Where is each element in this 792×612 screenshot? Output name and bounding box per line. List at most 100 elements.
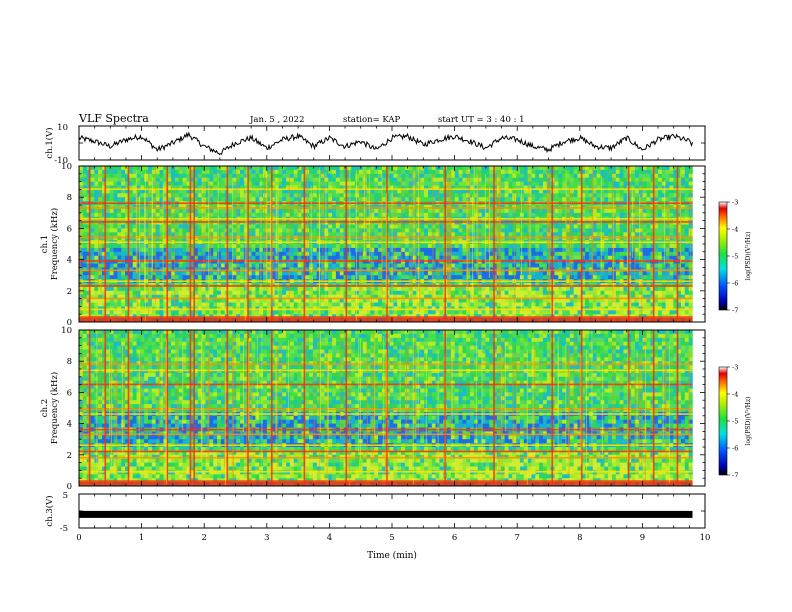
spectro-cell (523, 271, 528, 276)
spectro-cell (519, 205, 525, 210)
spectro-cell (236, 208, 241, 214)
spectro-cell (125, 181, 130, 186)
spectro-cell (435, 169, 440, 175)
spectro-cell (82, 251, 87, 256)
spectro-cell (539, 267, 544, 272)
spectro-cell (473, 251, 479, 256)
spectro-cell (301, 306, 306, 311)
spectro-cell (424, 255, 429, 260)
spectro-cell (94, 205, 99, 210)
spectro-cell (213, 310, 218, 315)
spectro-cell (282, 185, 287, 190)
spectro-cell (125, 208, 130, 214)
spectro-cell (243, 197, 248, 202)
spectro-cell (286, 177, 291, 182)
spectro-cell (401, 275, 406, 280)
spectro-cell (485, 169, 490, 175)
spectro-cell (194, 306, 199, 311)
spectro-cell (186, 169, 191, 175)
spectro-cell (121, 310, 126, 315)
spectro-cell (247, 255, 252, 260)
spectro-cell (328, 197, 333, 202)
spectro-cell (182, 244, 187, 249)
spectro-cell (128, 302, 133, 307)
spectro-cell (339, 244, 344, 249)
spectro-cell (178, 197, 183, 202)
spectro-cell (489, 286, 494, 292)
spectro-cell (420, 294, 425, 299)
spectro-cell (201, 306, 206, 311)
spectro-cell (255, 314, 260, 319)
spectro-cell (500, 224, 505, 229)
spectro-cell (113, 298, 118, 303)
spectro-cell (232, 263, 237, 268)
spectro-cell (427, 310, 433, 315)
spectro-cell (194, 197, 199, 202)
spectro-cell (155, 271, 160, 276)
spectro-cell (508, 166, 513, 171)
spectro-cell (213, 177, 218, 182)
spectro-cell (523, 181, 528, 186)
spectro-cell (197, 244, 202, 249)
spectro-cell (255, 294, 260, 299)
spectro-cell (481, 224, 486, 229)
spectro-cell (286, 286, 291, 292)
spectro-cell (144, 275, 149, 280)
spectro-cell (401, 247, 406, 253)
spectro-cell (435, 166, 440, 171)
spectro-cell (309, 294, 314, 299)
spectro-cell (82, 169, 87, 175)
spectro-cell (523, 169, 528, 175)
spectro-cell (220, 271, 225, 276)
spectro-cell (243, 263, 248, 268)
spectro-cell (516, 302, 521, 307)
spectro-cell (240, 212, 245, 217)
spectro-cell (182, 271, 187, 276)
spectro-cell (278, 208, 283, 214)
spectro-cell (466, 286, 471, 292)
spectro-cell (312, 166, 318, 171)
spectro-cell (316, 306, 321, 311)
spectro-cell (535, 181, 540, 186)
spectro-cell (362, 267, 367, 272)
spectro-cell (397, 306, 402, 311)
spectro-cell (163, 197, 168, 202)
spectro-cell (481, 177, 486, 182)
spectro-cell (397, 244, 402, 249)
spectro-cell (220, 169, 225, 175)
spectro-cell (151, 189, 156, 194)
spectro-cell (163, 271, 168, 276)
spectro-cell (358, 286, 364, 292)
spectro-cell (159, 193, 164, 198)
spectro-cell (109, 177, 114, 182)
spectro-cell (339, 275, 344, 280)
spectro-cell (255, 189, 260, 194)
spectro-cell (220, 247, 225, 253)
spectro-cell (512, 302, 517, 307)
spectro-cell (351, 247, 356, 253)
spectro-cell (316, 294, 321, 299)
spectro-cell (94, 255, 99, 260)
spectro-cell (523, 228, 528, 233)
spectro-cell (125, 169, 130, 175)
spectro-cell (439, 267, 444, 272)
spectro-cell (86, 177, 91, 182)
spectro-cell (174, 166, 179, 171)
spectro-cell (282, 247, 287, 253)
spectro-cell (282, 208, 287, 214)
spectro-cell (381, 169, 387, 175)
spectro-cell (416, 314, 421, 319)
spectro-cell (282, 294, 287, 299)
spectro-cell (493, 205, 498, 210)
spectro-cell (178, 169, 183, 175)
spectro-cell (213, 224, 218, 229)
spectro-cell (289, 267, 295, 272)
spectro-cell (531, 255, 536, 260)
spectro-cell (174, 181, 179, 186)
spectro-cell (412, 205, 417, 210)
spectro-cell (397, 275, 402, 280)
spectro-cell (458, 212, 463, 217)
spectro-cell (508, 290, 513, 295)
spectro-cell (251, 189, 256, 194)
spectro-cell (324, 267, 329, 272)
